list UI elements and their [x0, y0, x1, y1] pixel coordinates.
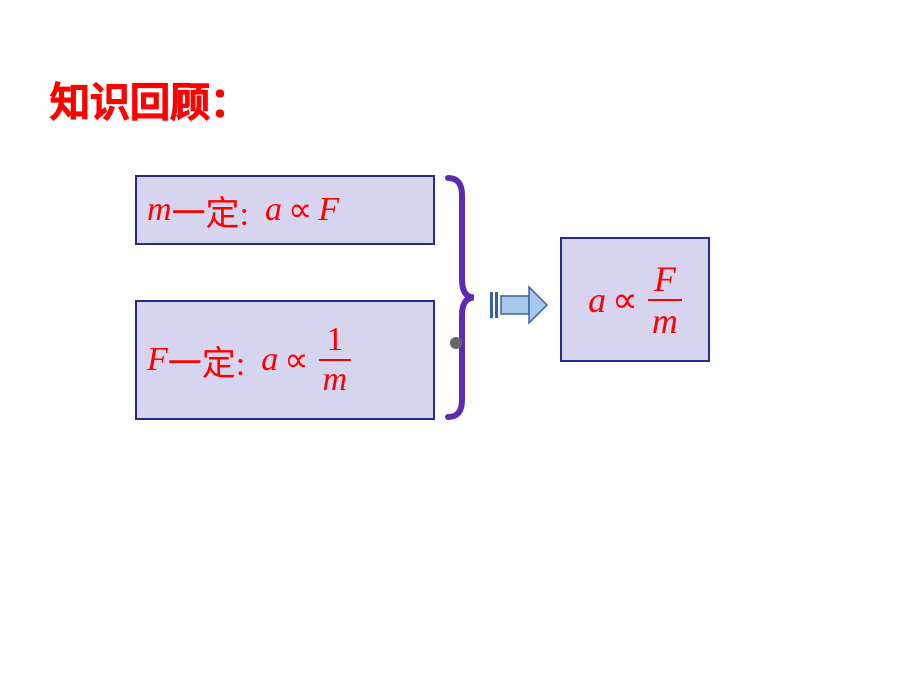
formula-box-1: m 一定: a ∝ F	[135, 175, 435, 245]
prop-symbol-1: ∝	[288, 190, 312, 230]
var-a-3: a	[588, 279, 606, 321]
frac-num-1: 1	[322, 323, 347, 359]
text-constant-2: 一定:	[168, 336, 245, 385]
fraction-1-over-m: 1 m	[319, 323, 352, 397]
center-dot-icon	[450, 337, 462, 349]
var-F-2: F	[147, 341, 168, 379]
prop-symbol-2: ∝	[284, 340, 308, 380]
frac-num-F: F	[650, 261, 680, 299]
prop-symbol-3: ∝	[612, 279, 638, 321]
page-title: 知识回顾：	[50, 70, 250, 128]
fraction-F-over-m: F m	[648, 261, 682, 339]
var-m: m	[147, 191, 172, 229]
frac-den-m: m	[319, 359, 352, 397]
arrow-icon	[490, 285, 550, 325]
formula-box-3: a ∝ F m	[560, 237, 710, 362]
var-a-1: a	[265, 191, 282, 229]
frac-den-m-2: m	[648, 299, 682, 339]
arrow-body-head	[500, 285, 550, 325]
var-F-1: F	[318, 191, 339, 229]
arrow-tail-line-2	[495, 292, 498, 318]
text-constant-1: 一定:	[172, 186, 249, 235]
formula-box-2: F 一定: a ∝ 1 m	[135, 300, 435, 420]
arrow-tail-line-1	[490, 292, 493, 318]
slide: 知识回顾： m 一定: a ∝ F F 一定: a ∝ 1 m a	[0, 0, 920, 690]
brace-icon	[440, 175, 480, 420]
var-a-2: a	[261, 341, 278, 379]
